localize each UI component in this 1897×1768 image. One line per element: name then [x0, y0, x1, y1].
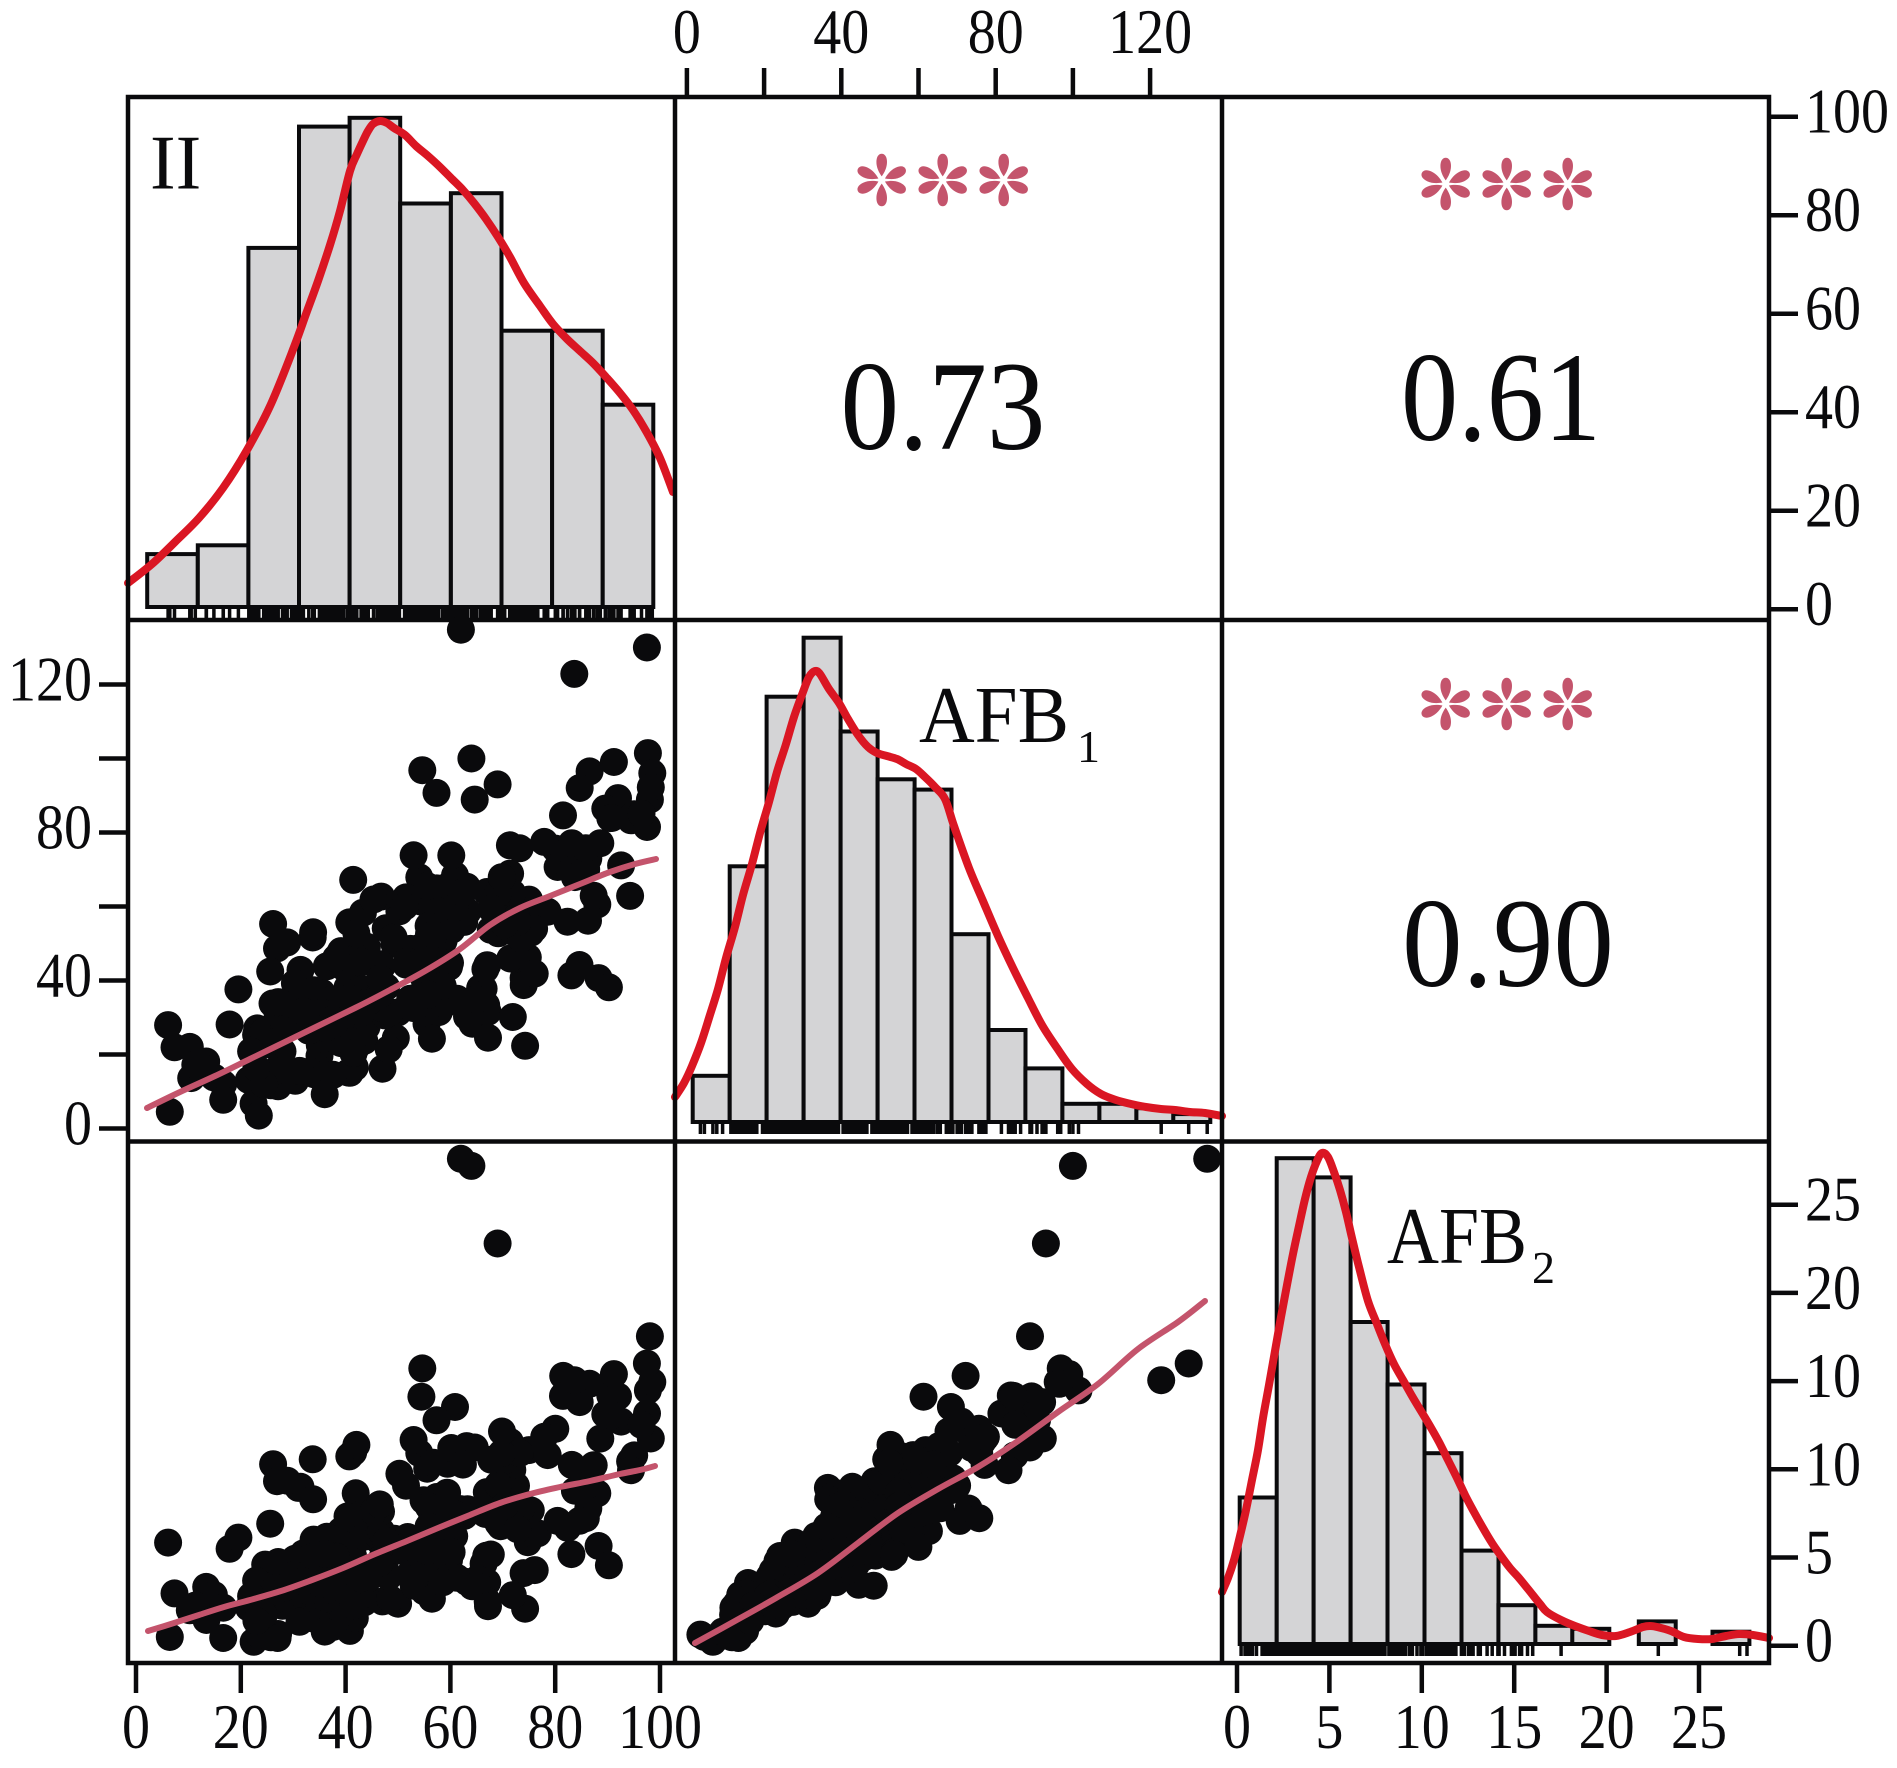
- svg-text:20: 20: [1805, 470, 1861, 541]
- svg-text:10: 10: [1805, 1428, 1861, 1499]
- svg-text:0.90: 0.90: [1402, 874, 1614, 1014]
- svg-text:5: 5: [1805, 1517, 1833, 1588]
- svg-text:0.61: 0.61: [1401, 328, 1601, 468]
- svg-text:120: 120: [1108, 0, 1192, 67]
- svg-text:II: II: [150, 120, 201, 206]
- svg-text:15: 15: [1486, 1691, 1542, 1762]
- svg-text:AFB: AFB: [1387, 1193, 1527, 1281]
- svg-text:20: 20: [1579, 1691, 1635, 1762]
- svg-text:60: 60: [1805, 273, 1861, 344]
- svg-text:0: 0: [1223, 1691, 1251, 1762]
- svg-text:5: 5: [1315, 1691, 1343, 1762]
- svg-text:10: 10: [1394, 1691, 1450, 1762]
- svg-text:2: 2: [1532, 1242, 1555, 1293]
- svg-text:0: 0: [1805, 568, 1833, 639]
- svg-text:10: 10: [1805, 1340, 1861, 1411]
- svg-text:0: 0: [64, 1088, 92, 1159]
- svg-text:80: 80: [1805, 174, 1861, 245]
- svg-text:0.73: 0.73: [841, 337, 1046, 477]
- svg-text:20: 20: [1805, 1252, 1861, 1323]
- svg-text:0: 0: [122, 1691, 150, 1762]
- svg-text:100: 100: [618, 1691, 702, 1762]
- svg-text:0: 0: [1805, 1605, 1833, 1676]
- svg-text:20: 20: [213, 1691, 269, 1762]
- svg-text:40: 40: [318, 1691, 374, 1762]
- svg-text:0: 0: [673, 0, 701, 67]
- svg-text:120: 120: [8, 644, 92, 715]
- svg-text:40: 40: [36, 940, 92, 1011]
- svg-text:AFB: AFB: [919, 672, 1069, 760]
- svg-text:40: 40: [1805, 371, 1861, 442]
- svg-text:25: 25: [1805, 1164, 1861, 1235]
- svg-text:80: 80: [527, 1691, 583, 1762]
- svg-text:80: 80: [968, 0, 1024, 67]
- svg-text:1: 1: [1077, 721, 1100, 772]
- svg-text:40: 40: [813, 0, 869, 67]
- svg-text:100: 100: [1805, 76, 1889, 147]
- svg-text:25: 25: [1671, 1691, 1727, 1762]
- svg-text:80: 80: [36, 792, 92, 863]
- svg-text:60: 60: [422, 1691, 478, 1762]
